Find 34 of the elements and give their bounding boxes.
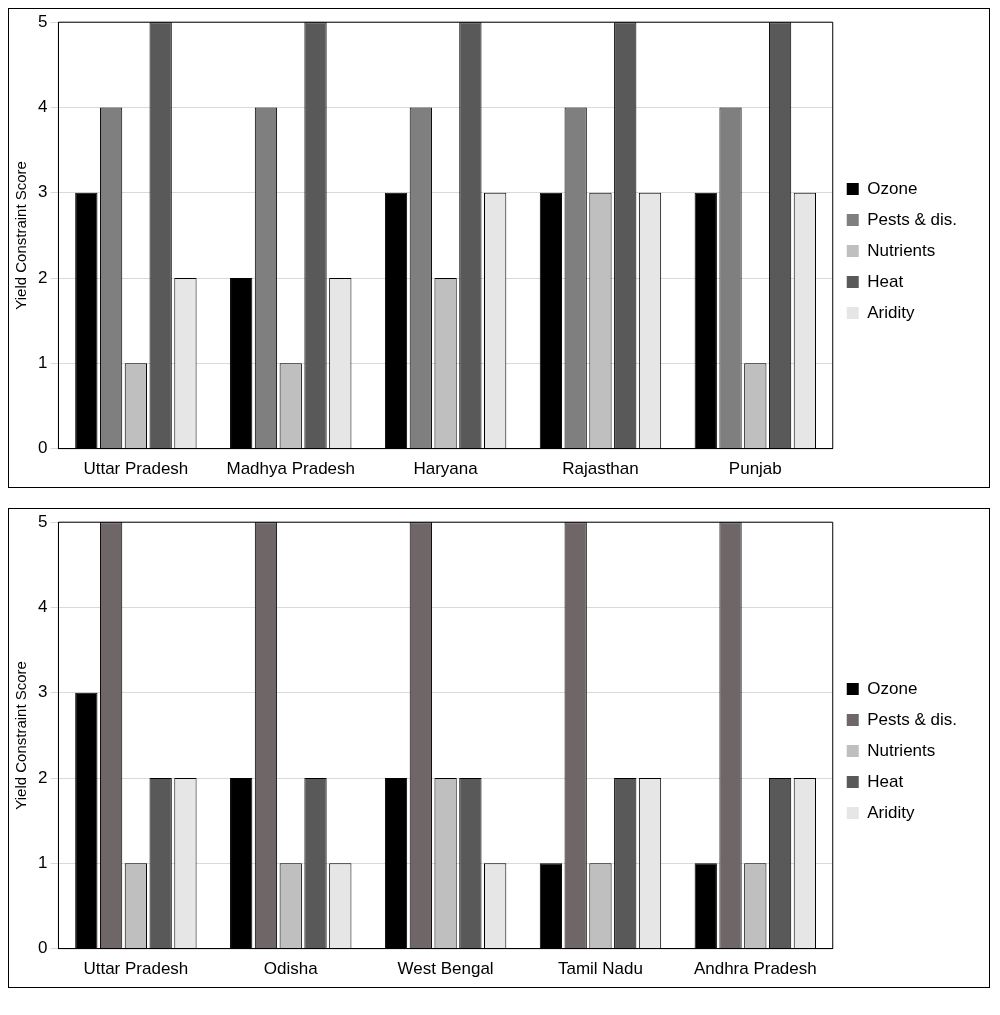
x-tick-label: Odisha	[263, 959, 319, 979]
x-tick-label: Uttar Pradesh	[83, 959, 189, 979]
y-tick-label: 4	[37, 597, 48, 617]
x-tick-label: Punjab	[728, 459, 782, 479]
x-tick-label: Haryana	[413, 459, 479, 479]
legend-label: Aridity	[867, 302, 915, 322]
legend-label: Nutrients	[867, 240, 936, 260]
y-tick-label: 1	[37, 353, 48, 373]
legend-label: Pests & dis.	[867, 209, 958, 229]
y-tick-label: 4	[37, 97, 48, 117]
legend-label: Ozone	[867, 178, 918, 198]
x-tick-label: Rajasthan	[562, 459, 639, 479]
legend-label: Aridity	[867, 802, 915, 822]
y-tick-label: 5	[37, 11, 48, 31]
y-axis-title: Yield Constraint Score	[12, 661, 30, 810]
y-tick-label: 1	[37, 853, 48, 873]
y-tick-label: 0	[37, 438, 48, 458]
x-tick-label: West Bengal	[397, 959, 494, 979]
legend-label: Pests & dis.	[867, 709, 958, 729]
x-tick-label: Tamil Nadu	[557, 959, 643, 979]
x-tick-label: Madhya Pradesh	[226, 459, 356, 479]
y-tick-label: 2	[37, 767, 48, 787]
x-tick-label: Uttar Pradesh	[83, 459, 189, 479]
y-axis-title: Yield Constraint Score	[12, 161, 30, 310]
y-tick-label: 3	[37, 682, 48, 702]
legend-label: Heat	[867, 271, 904, 291]
y-tick-label: 2	[37, 267, 48, 287]
y-tick-label: 3	[37, 182, 48, 202]
x-tick-label: Andhra Pradesh	[693, 959, 817, 979]
legend-label: Heat	[867, 771, 904, 791]
legend-label: Nutrients	[867, 740, 936, 760]
legend-label: Ozone	[867, 678, 918, 698]
y-tick-label: 5	[37, 511, 48, 531]
y-tick-label: 0	[37, 938, 48, 958]
